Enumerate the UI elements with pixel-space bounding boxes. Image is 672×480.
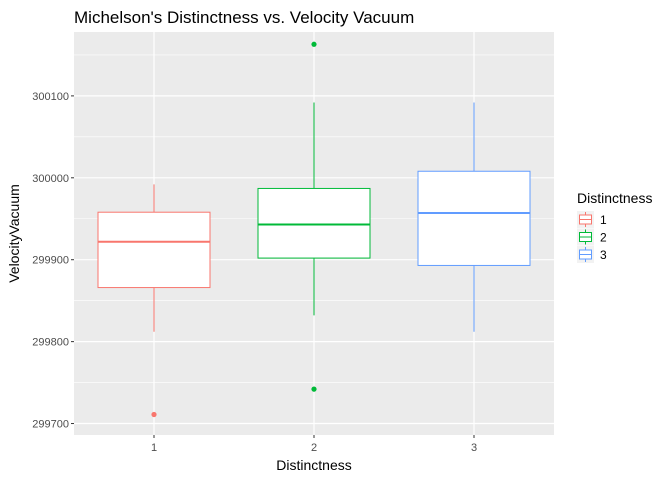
x-tick-label: 3 [471, 442, 477, 454]
chart-title: Michelson's Distinctness vs. Velocity Va… [74, 8, 414, 27]
x-tick-label: 1 [151, 442, 157, 454]
legend-key-3 [577, 246, 594, 263]
legend-title: Distinctness [577, 190, 652, 206]
box-group-3 [417, 102, 531, 332]
box [97, 211, 211, 289]
box-group-1 [97, 184, 211, 418]
boxes [97, 41, 531, 418]
box [257, 187, 371, 259]
box [417, 170, 531, 266]
outlier-point [151, 411, 157, 418]
outlier-point [311, 41, 317, 47]
x-axis: 1 2 3 [151, 435, 477, 454]
legend-label: 3 [600, 248, 607, 262]
legend-key-1 [577, 211, 594, 228]
y-tick-label: 299800 [32, 337, 69, 349]
legend-label: 2 [600, 231, 607, 245]
y-axis-title: VelocityVacuum [6, 184, 22, 283]
y-tick-label: 300000 [32, 173, 69, 185]
outlier-point [311, 386, 317, 392]
y-tick-label: 299700 [32, 419, 69, 431]
box-group-2 [257, 41, 371, 392]
legend: Distinctness 1 2 3 [577, 190, 652, 263]
y-tick-label: 299900 [32, 255, 69, 267]
x-axis-title: Distinctness [276, 457, 351, 473]
legend-key-2 [577, 228, 594, 246]
legend-label: 1 [600, 213, 607, 227]
y-tick-label: 300100 [32, 91, 69, 103]
y-axis: 299700 299800 299900 300000 300100 [32, 91, 74, 431]
x-tick-label: 2 [311, 442, 317, 454]
